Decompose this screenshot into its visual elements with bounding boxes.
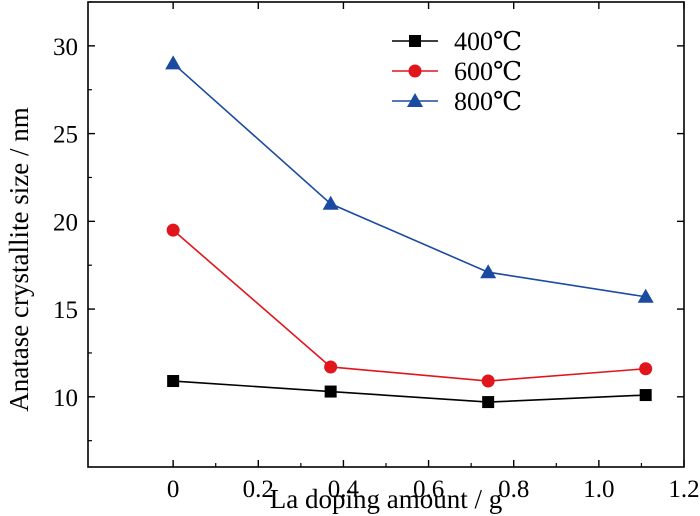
- axes: 0 0.2 0.4 0.6 0.8 1.0 1.2 10 15 20 25 30: [53, 1, 700, 503]
- y-tick-label: 10: [53, 385, 78, 412]
- data-point: [167, 375, 180, 388]
- legend-item: 800℃: [392, 87, 522, 116]
- x-axis-label: La doping amount / g: [270, 484, 502, 514]
- data-point: [322, 195, 339, 210]
- series-triangle: [165, 55, 654, 303]
- y-tick-label: 15: [53, 297, 78, 324]
- y-axis-label: Anatase crystallite size / nm: [4, 107, 34, 411]
- legend-label: 600℃: [454, 57, 522, 86]
- data-point: [324, 360, 338, 374]
- data-point: [639, 389, 652, 402]
- legend-label: 800℃: [454, 87, 522, 116]
- data-point: [324, 385, 337, 398]
- y-tick-label: 30: [53, 34, 78, 61]
- data-point: [639, 362, 653, 376]
- data-point: [166, 223, 180, 237]
- series-line: [173, 380, 646, 403]
- x-tick-label: 0.4: [328, 476, 360, 503]
- y-tick-label: 20: [53, 209, 78, 236]
- series-square: [167, 375, 652, 409]
- legend-marker: [407, 93, 423, 107]
- data-point: [482, 396, 495, 409]
- x-tick-label: 1.2: [668, 476, 699, 503]
- legend-label: 400℃: [454, 27, 522, 56]
- x-tick-label: 0: [167, 476, 180, 503]
- legend-marker: [409, 35, 421, 47]
- x-tick-label: 0.8: [498, 476, 529, 503]
- x-tick-label: 0.2: [243, 476, 274, 503]
- legend-marker: [408, 64, 422, 78]
- data-point: [480, 264, 497, 279]
- legend-item: 600℃: [392, 57, 522, 86]
- series-layer: [165, 55, 654, 409]
- series-line: [172, 62, 646, 298]
- data-point: [165, 55, 182, 70]
- x-tick-label: 1.0: [583, 476, 614, 503]
- x-tick-label: 0.6: [413, 476, 444, 503]
- series-circle: [166, 223, 653, 388]
- data-point: [637, 288, 654, 303]
- data-point: [481, 374, 495, 388]
- series-line: [172, 229, 646, 382]
- y-tick-label: 25: [53, 122, 78, 149]
- legend-item: 400℃: [392, 27, 522, 56]
